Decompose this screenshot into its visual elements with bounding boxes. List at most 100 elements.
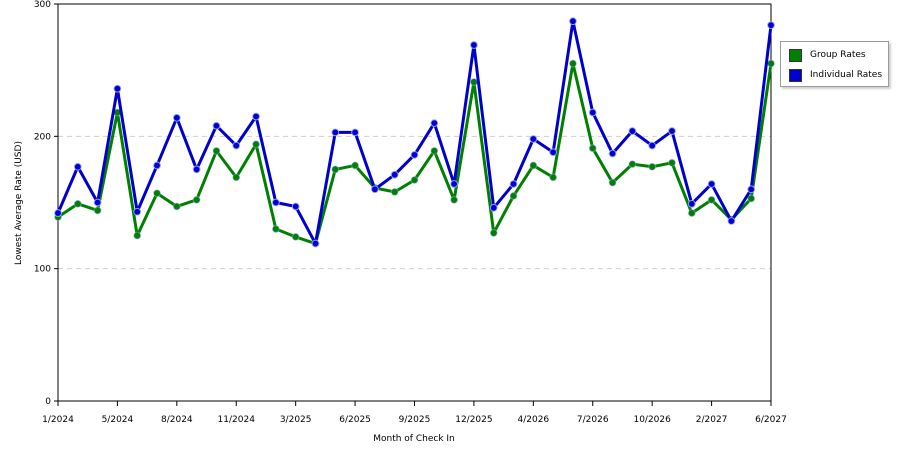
data-point <box>588 144 597 153</box>
data-point <box>153 161 161 170</box>
data-point <box>133 231 142 240</box>
data-point <box>153 189 161 198</box>
x-tick-label: 1/2024 <box>42 415 74 425</box>
data-point <box>727 217 736 225</box>
data-point <box>767 59 775 68</box>
data-point <box>410 150 419 159</box>
data-point <box>668 158 676 167</box>
data-point <box>747 194 756 203</box>
data-point <box>529 161 538 170</box>
data-point <box>608 149 617 158</box>
legend-swatch-individual-rates <box>789 68 802 82</box>
x-tick-label: 6/2027 <box>755 415 787 425</box>
x-tick-label: 6/2025 <box>339 415 371 425</box>
data-point <box>192 165 201 174</box>
x-tick-label: 4/2026 <box>517 415 549 425</box>
legend-item-group-rates: Group Rates <box>789 48 866 62</box>
x-axis-title: Month of Check In <box>373 434 455 444</box>
data-point <box>390 188 399 196</box>
axes <box>54 3 772 406</box>
x-tick-label: 12/2025 <box>455 415 492 425</box>
series-lines <box>54 17 775 248</box>
data-point <box>687 209 696 217</box>
data-point <box>351 161 359 170</box>
data-point <box>172 113 181 122</box>
data-point <box>172 202 181 211</box>
data-point <box>212 121 221 130</box>
data-point <box>73 162 82 171</box>
data-point <box>489 229 498 237</box>
legend-label-group-rates: Group Rates <box>810 50 866 60</box>
grid-lines <box>58 135 771 270</box>
tick-labels: 0 100 200 300 1/2024 5/2024 8/2024 11/2024 3/202… <box>34 0 787 425</box>
data-point <box>351 128 359 137</box>
data-point <box>588 108 597 117</box>
data-point <box>54 209 62 217</box>
data-point <box>390 170 399 179</box>
data-point <box>628 127 637 135</box>
data-point <box>470 78 478 86</box>
data-point <box>271 198 280 207</box>
x-tick-label: 7/2026 <box>577 415 609 425</box>
data-point <box>687 199 696 208</box>
series-individual-rates <box>54 17 775 248</box>
legend-label-individual-rates: Individual Rates <box>810 70 883 80</box>
chart-legend: Group Rates Individual Rates <box>780 41 889 87</box>
data-point <box>707 195 716 204</box>
data-point <box>430 146 439 155</box>
data-point <box>608 178 617 187</box>
data-point <box>549 173 558 182</box>
data-point <box>509 180 518 188</box>
data-point <box>747 185 756 194</box>
data-point <box>311 239 320 248</box>
data-point <box>252 140 260 149</box>
y-tick-label: 300 <box>34 0 51 10</box>
data-point <box>291 202 300 211</box>
data-point <box>489 203 498 212</box>
data-point <box>291 233 300 241</box>
data-point <box>430 119 439 127</box>
data-point <box>648 162 657 171</box>
data-point <box>767 21 775 30</box>
x-tick-label: 9/2025 <box>399 415 431 425</box>
x-tick-label: 10/2026 <box>633 415 671 425</box>
data-point <box>529 135 538 143</box>
data-point <box>113 84 122 93</box>
data-point <box>331 128 340 137</box>
x-tick-label: 8/2024 <box>161 415 193 425</box>
data-point <box>232 141 241 150</box>
x-tick-label: 3/2025 <box>280 415 312 425</box>
data-point <box>370 185 379 194</box>
data-point <box>470 41 478 49</box>
x-tick-label: 11/2024 <box>218 415 256 425</box>
legend-item-individual-rates: Individual Rates <box>789 68 882 82</box>
data-point <box>509 191 518 200</box>
data-point <box>271 225 280 233</box>
data-point <box>668 127 676 135</box>
data-point <box>192 195 201 204</box>
y-tick-label: 200 <box>34 132 51 142</box>
data-point <box>212 146 221 155</box>
data-point <box>628 160 637 169</box>
data-point <box>569 59 577 68</box>
data-point <box>707 180 716 188</box>
series-line <box>56 19 773 246</box>
data-point <box>252 112 260 121</box>
data-point <box>331 165 340 174</box>
data-point <box>133 207 142 216</box>
data-point <box>569 17 577 26</box>
data-point <box>93 206 102 215</box>
y-tick-label: 0 <box>45 397 51 407</box>
y-axis-title: Lowest Average Rate (USD) <box>14 141 24 265</box>
data-point <box>93 198 102 207</box>
data-point <box>648 141 657 150</box>
data-point <box>549 148 558 157</box>
data-point <box>232 173 241 182</box>
data-point <box>410 176 419 184</box>
plot-frame <box>57 3 772 402</box>
data-point <box>73 199 82 208</box>
legend-swatch-group-rates <box>789 48 802 62</box>
data-point <box>450 180 459 188</box>
